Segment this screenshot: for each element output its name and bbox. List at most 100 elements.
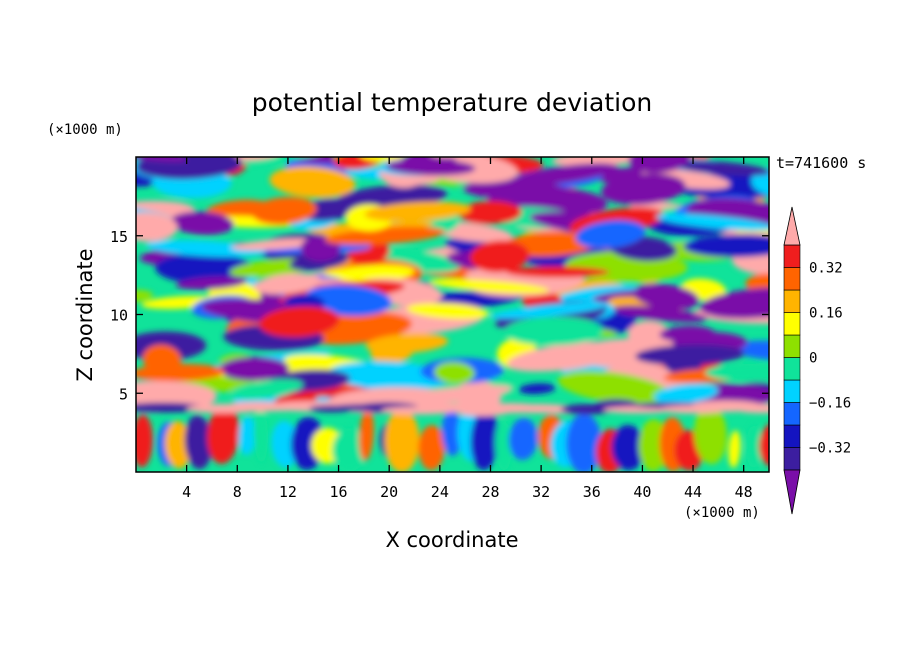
field-patch (269, 166, 356, 198)
colorbar-band (783, 402, 801, 426)
x-tick-label: 20 (380, 483, 398, 501)
field-patch (601, 173, 686, 205)
field-patch (271, 420, 299, 468)
field-patch (136, 212, 178, 242)
x-tick-label: 48 (735, 483, 753, 501)
field-patch (253, 405, 268, 463)
field-patch (136, 414, 153, 468)
field-patch (633, 283, 700, 310)
field-patch (303, 284, 392, 317)
field-patch (428, 279, 550, 294)
field-patch (635, 344, 745, 366)
field-patch (384, 408, 420, 472)
colorbar-tick-label: −0.32 (809, 441, 851, 457)
field-patch (180, 143, 248, 156)
y-tick-label: 5 (119, 385, 128, 403)
x-tick-label: 40 (633, 483, 651, 501)
field-patch (470, 409, 500, 471)
colorbar-tick-label: 0 (809, 351, 817, 367)
colorbar-top-arrow (783, 206, 801, 246)
field-patch (611, 424, 646, 471)
field-patch (136, 363, 225, 382)
field-patch (518, 383, 556, 395)
x-tick-label: 24 (431, 483, 449, 501)
x-tick-label: 32 (532, 483, 550, 501)
field-patch (332, 428, 367, 472)
y-tick-label: 10 (110, 307, 128, 325)
field-patch (506, 341, 629, 372)
x-tick-label: 12 (279, 483, 297, 501)
field-patch (759, 423, 769, 467)
field-patch (728, 340, 769, 361)
field-patch (508, 163, 619, 186)
field-patch (489, 302, 609, 319)
y-axis-label: Z coordinate (73, 248, 97, 381)
y-tick-label: 15 (110, 228, 128, 246)
field-patch (164, 421, 192, 469)
field-patch (627, 320, 671, 348)
field-patch (406, 303, 490, 319)
y-unit-label: (×1000 m) (47, 122, 123, 138)
field-patch (328, 361, 451, 391)
field-patch (386, 159, 476, 176)
field-patch (253, 273, 322, 295)
x-tick-label: 8 (233, 483, 242, 501)
x-axis-label: X coordinate (385, 528, 518, 552)
field-patch (566, 413, 602, 472)
field-patch (418, 425, 445, 471)
field-patch (259, 306, 340, 338)
field-patch (469, 240, 530, 273)
x-tick-label: 36 (583, 483, 601, 501)
colorbar-tick-label: 0.16 (809, 306, 843, 322)
field-patch (324, 226, 446, 246)
field-patch (251, 196, 317, 225)
chart-title: potential temperature deviation (252, 88, 652, 117)
x-unit-label: (×1000 m) (684, 505, 760, 521)
field-patch (333, 157, 381, 170)
colorbar-band (783, 289, 801, 313)
colorbar: 0.32 0.16 0 −0.16 −0.32 (783, 206, 851, 515)
field-patch (694, 403, 727, 465)
field-patch (628, 157, 691, 174)
field-patch (557, 370, 671, 405)
field-patch (733, 403, 769, 414)
field-patch (671, 160, 769, 176)
field-patch (238, 416, 256, 456)
colorbar-band (783, 267, 801, 291)
field-patch (704, 364, 769, 382)
colorbar-band (783, 357, 801, 381)
colorbar-tick-label: −0.16 (809, 396, 851, 412)
field-patch (458, 200, 522, 225)
x-tick-label: 4 (182, 483, 191, 501)
x-tick-label: 44 (684, 483, 702, 501)
field-patch (231, 238, 326, 251)
time-label: t=741600 s (776, 154, 866, 172)
colorbar-band (783, 379, 801, 403)
field-patch (136, 289, 154, 303)
colorbar-band (783, 424, 801, 448)
y-axis: 5 10 15 (110, 228, 769, 403)
field-patch (505, 266, 610, 278)
colorbar-band (783, 334, 801, 358)
field-patch (462, 179, 573, 202)
field-patch (364, 201, 471, 222)
field-patch (575, 220, 646, 249)
field-patch (230, 379, 303, 399)
colorbar-band (783, 244, 801, 268)
field-patch (655, 213, 769, 231)
field-patch (700, 287, 769, 319)
field-patch (170, 211, 235, 236)
x-axis: 4 8 12 16 20 24 28 32 36 40 44 48 (182, 157, 753, 501)
colorbar-tick-label: 0.32 (809, 261, 843, 277)
field-patch (219, 356, 290, 381)
heatmap-field (136, 143, 769, 472)
x-tick-label: 28 (481, 483, 499, 501)
field-patch (504, 316, 604, 346)
field-patch (745, 425, 762, 468)
field-patch (441, 409, 462, 456)
field-patch (508, 418, 538, 460)
field-patch (184, 415, 213, 470)
field-patch (613, 305, 708, 323)
field-patch (653, 383, 719, 405)
